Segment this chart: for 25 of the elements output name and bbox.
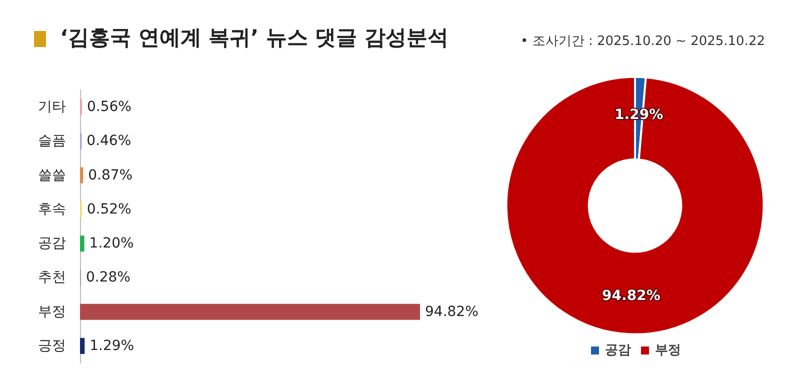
data-label: 0.87% [88, 167, 133, 184]
y-tick-label: 쓸쓸 [38, 167, 66, 184]
chart-subtitle: • 조사기간 : 2025.10.20 ~ 2025.10.22 [520, 34, 765, 49]
bar [80, 338, 85, 354]
bar [80, 167, 84, 184]
y-tick-label: 기타 [38, 99, 66, 116]
bar [80, 236, 84, 252]
data-label: 0.52% [86, 201, 132, 218]
data-label: 0.46% [86, 133, 132, 150]
y-tick-label: 후속 [38, 201, 66, 218]
y-tick-label: 부정 [38, 304, 66, 320]
bar [80, 304, 420, 320]
y-tick-label: 공감 [38, 236, 66, 252]
data-label: 0.28% [86, 270, 130, 286]
chart-title: ‘김홍국 연예계 복귀’ 뉴스 댓글 감성분석 [60, 26, 449, 50]
legend-label: 부정 [655, 343, 681, 358]
data-label: 0.56% [87, 99, 132, 116]
y-tick-label: 슬픔 [38, 133, 66, 150]
y-tick-label: 긍정 [38, 338, 66, 354]
data-label: 94.82% [425, 304, 478, 320]
legend-label: 공감 [605, 343, 631, 358]
y-tick-label: 추천 [38, 270, 66, 286]
data-label: 94.82% [602, 288, 660, 304]
data-label: 1.20% [89, 236, 134, 252]
data-label: 1.29% [90, 338, 134, 354]
